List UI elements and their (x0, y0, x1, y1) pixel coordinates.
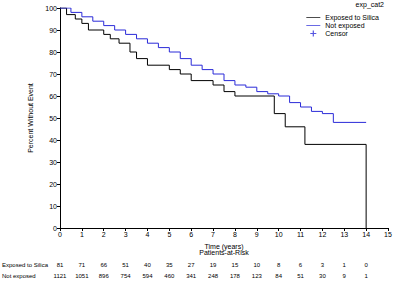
svg-text:248: 248 (208, 273, 219, 279)
svg-text:30: 30 (319, 273, 326, 279)
svg-text:40: 40 (49, 137, 57, 144)
svg-text:10: 10 (275, 231, 283, 238)
svg-text:71: 71 (79, 262, 86, 268)
svg-text:66: 66 (100, 262, 107, 268)
svg-text:341: 341 (186, 273, 197, 279)
svg-text:80: 80 (49, 49, 57, 56)
svg-text:9: 9 (343, 273, 347, 279)
svg-text:896: 896 (99, 273, 110, 279)
svg-text:10: 10 (49, 203, 57, 210)
svg-text:Percent Without Event: Percent Without Event (27, 83, 34, 153)
svg-text:1: 1 (80, 231, 84, 238)
svg-text:3: 3 (124, 231, 128, 238)
svg-text:100: 100 (45, 5, 57, 12)
svg-text:Censor: Censor (325, 30, 348, 37)
svg-text:70: 70 (49, 71, 57, 78)
svg-text:50: 50 (49, 115, 57, 122)
svg-text:20: 20 (49, 181, 57, 188)
svg-text:0: 0 (53, 225, 57, 232)
svg-text:13: 13 (340, 231, 348, 238)
svg-text:4: 4 (146, 231, 150, 238)
svg-text:12: 12 (319, 231, 327, 238)
svg-text:123: 123 (252, 273, 263, 279)
svg-text:Exposed to Silica: Exposed to Silica (2, 262, 49, 268)
svg-text:27: 27 (188, 262, 195, 268)
svg-text:14: 14 (362, 231, 370, 238)
svg-text:35: 35 (166, 262, 173, 268)
svg-text:6: 6 (299, 262, 303, 268)
svg-text:10: 10 (253, 262, 260, 268)
svg-text:Patients-at-Risk: Patients-at-Risk (199, 248, 249, 256)
svg-text:0: 0 (58, 231, 62, 238)
svg-text:8: 8 (233, 231, 237, 238)
svg-text:90: 90 (49, 27, 57, 34)
svg-text:1051: 1051 (75, 273, 89, 279)
svg-text:51: 51 (122, 262, 129, 268)
svg-text:Not exposed: Not exposed (325, 22, 364, 30)
svg-text:6: 6 (189, 231, 193, 238)
svg-text:Time (years): Time (years) (204, 243, 243, 251)
svg-text:51: 51 (297, 273, 304, 279)
svg-text:460: 460 (164, 273, 175, 279)
svg-text:754: 754 (121, 273, 132, 279)
svg-text:2: 2 (102, 231, 106, 238)
svg-text:84: 84 (275, 273, 282, 279)
svg-text:7: 7 (211, 231, 215, 238)
svg-text:178: 178 (230, 273, 241, 279)
svg-text:exp_cat2: exp_cat2 (356, 1, 385, 9)
svg-text:594: 594 (142, 273, 153, 279)
svg-text:81: 81 (57, 262, 64, 268)
svg-text:5: 5 (167, 231, 171, 238)
svg-text:8: 8 (277, 262, 281, 268)
svg-text:15: 15 (384, 231, 392, 238)
svg-text:11: 11 (297, 231, 304, 238)
svg-text:1121: 1121 (54, 273, 68, 279)
svg-text:15: 15 (232, 262, 239, 268)
svg-text:60: 60 (49, 93, 57, 100)
svg-text:0: 0 (364, 262, 368, 268)
svg-text:1: 1 (364, 273, 368, 279)
svg-text:30: 30 (49, 159, 57, 166)
svg-text:19: 19 (210, 262, 217, 268)
svg-text:1: 1 (343, 262, 347, 268)
svg-text:9: 9 (255, 231, 259, 238)
svg-text:40: 40 (144, 262, 151, 268)
svg-text:Exposed to Silica: Exposed to Silica (325, 14, 379, 22)
svg-text:Not exposed: Not exposed (2, 273, 36, 279)
svg-text:3: 3 (321, 262, 325, 268)
